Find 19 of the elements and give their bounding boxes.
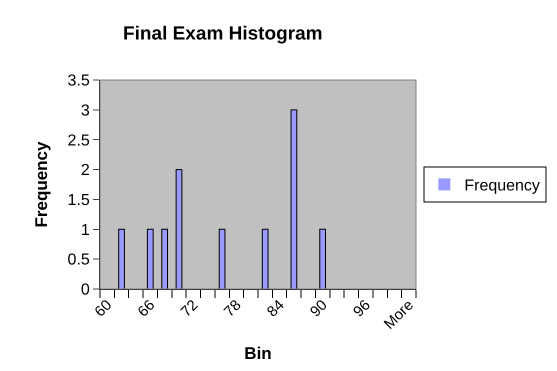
y-tick-label: 1.5 [68, 192, 90, 210]
x-tick-label: 72 [178, 296, 202, 320]
x-tick-label: 66 [134, 296, 158, 320]
y-tick-label: 0.5 [68, 252, 90, 269]
x-axis-title: Bin [244, 344, 272, 364]
y-tick-label: 2.5 [68, 132, 90, 150]
legend-label: Frequency [464, 178, 540, 195]
x-tick-label: 84 [264, 296, 288, 320]
x-tick-label: 96 [350, 296, 374, 320]
y-tick-label: 1 [80, 222, 90, 239]
y-tick-label: 2 [80, 162, 90, 180]
y-tick-label: 3.5 [68, 72, 90, 90]
chart-title: Final Exam Histogram [123, 23, 323, 44]
x-tick-label: 60 [91, 296, 116, 320]
y-axis-title: Frequency [32, 140, 52, 228]
x-tick-label: 90 [306, 296, 331, 320]
y-tick-label: 0 [80, 282, 90, 299]
y-tick-label: 3 [80, 102, 90, 120]
x-tick-label: 78 [220, 296, 245, 320]
